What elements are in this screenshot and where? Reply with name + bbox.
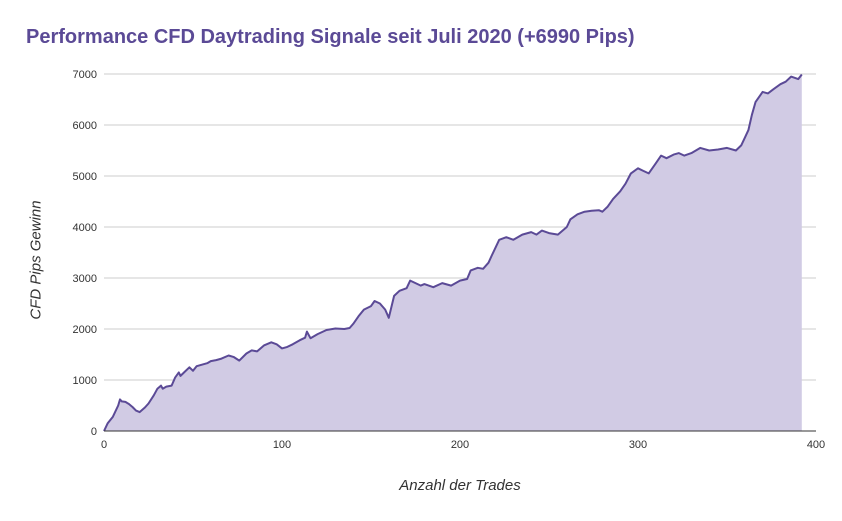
y-tick-label: 1000 [73, 375, 97, 387]
y-tick-label: 3000 [73, 273, 97, 285]
x-tick-label: 100 [273, 439, 291, 451]
x-axis-label: Anzahl der Trades [399, 477, 521, 494]
series-area [104, 74, 802, 431]
y-tick-label: 4000 [73, 222, 97, 234]
y-tick-label: 0 [91, 426, 97, 438]
y-tick-label: 5000 [73, 171, 97, 183]
chart-title: Performance CFD Daytrading Signale seit … [26, 26, 635, 48]
y-tick-label: 7000 [73, 69, 97, 81]
x-tick-label: 400 [807, 439, 825, 451]
y-tick-label: 2000 [73, 324, 97, 336]
series-line [103, 73, 803, 432]
y-tick-label: 6000 [73, 120, 97, 132]
x-tick-label: 300 [629, 439, 647, 451]
x-tick-label: 0 [101, 439, 107, 451]
x-tick-label: 200 [451, 439, 469, 451]
